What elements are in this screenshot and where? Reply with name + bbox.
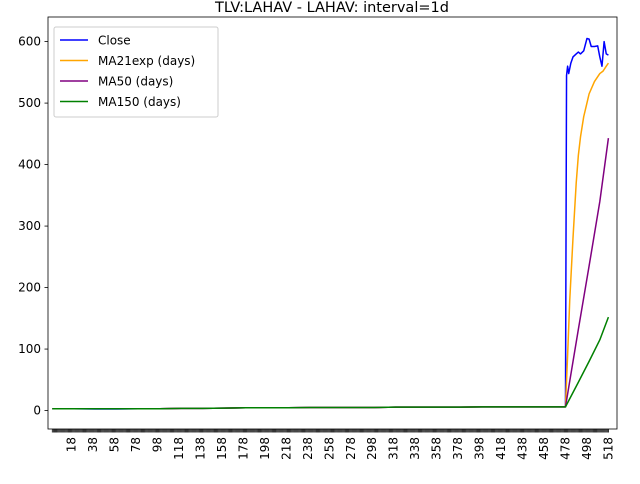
x-tick-label: 158 [215,437,229,460]
y-tick-label: 600 [18,35,41,49]
x-tick-label: 98 [151,437,165,452]
legend: Close MA21exp (days) MA50 (days) MA150 (day… [53,26,219,118]
x-tick-label: 478 [558,437,572,460]
x-tick-label: 518 [601,437,615,460]
legend-label: Close [98,34,131,48]
legend-box [53,26,219,118]
x-tick-label: 418 [494,437,508,460]
x-tick-label: 218 [279,437,293,460]
x-tick-label: 78 [129,437,143,452]
y-tick-label: 300 [18,219,41,233]
x-tick-label: 458 [537,437,551,460]
x-tick-label: 178 [236,437,250,460]
plot-area [52,37,610,410]
legend-label: MA21exp (days) [98,54,195,68]
y-tick-label: 100 [18,342,41,356]
x-tick-label: 238 [301,437,315,460]
x-tick-label: 38 [86,437,100,452]
x-tick-label: 438 [516,437,530,460]
x-tick-label: 278 [344,437,358,460]
x-tick-label: 318 [387,437,401,460]
legend-label: MA150 (days) [98,95,181,109]
x-tick-label: 398 [473,437,487,460]
x-tick-label: 358 [430,437,444,460]
x-tick-label: 58 [108,437,122,452]
x-tick-label: 118 [172,437,186,460]
y-tick-label: 0 [33,404,41,418]
x-tick-label: 18 [65,437,79,452]
legend-label: MA50 (days) [98,75,173,89]
series-line-ma150-days- [52,316,610,410]
axes: 0 100 200 300 400 500 600 18 38 58 78 98 118 138 158 17… [18,16,618,460]
x-tick-label: 378 [451,437,465,460]
x-tick-label: 298 [365,437,379,460]
x-tick-label: 258 [322,437,336,460]
y-tick-label: 500 [18,96,41,110]
series-line-ma50-days- [52,138,610,410]
x-tick-label: 138 [193,437,207,460]
y-tick-label: 400 [18,158,41,172]
y-tick-label: 200 [18,281,41,295]
x-tick-label: 338 [408,437,422,460]
chart-title: TLV:LAHAV - LAHAV: interval=1d [214,0,449,16]
x-tick-label: 198 [258,437,272,460]
x-tick-label: 498 [580,437,594,460]
